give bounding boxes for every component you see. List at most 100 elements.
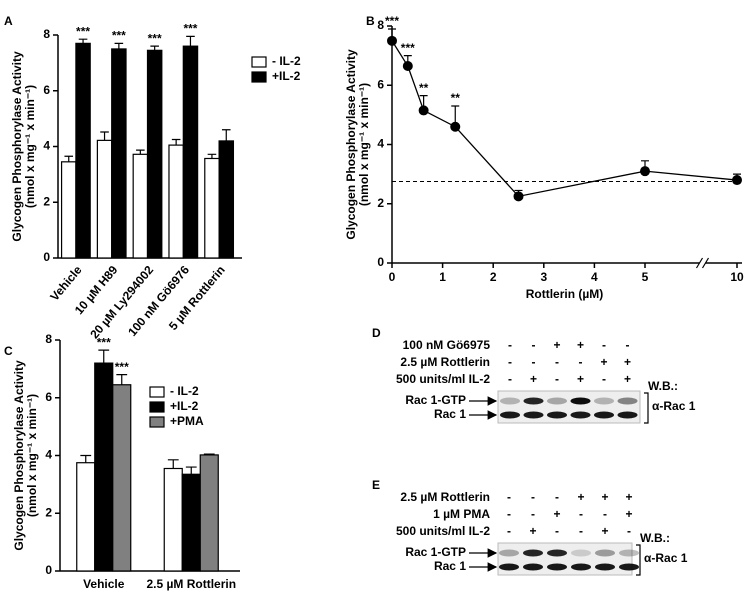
x-tick-label: 2: [490, 270, 497, 284]
antibody-label: α-Rac 1: [652, 399, 696, 413]
x-tick-label: 20 µM Ly294002: [87, 263, 156, 342]
legend-label: +PMA: [170, 414, 204, 428]
y-axis-label: Glycogen Phosphorylase Activity: [344, 49, 358, 240]
error-bar: [221, 129, 231, 141]
blot-band: [619, 549, 639, 557]
significance-label: ***: [401, 41, 415, 55]
condition-sign: +: [577, 372, 584, 386]
panel-letter: B: [366, 14, 375, 28]
blot-band: [547, 397, 567, 405]
data-point: [387, 35, 397, 46]
bar: [181, 473, 201, 572]
wb-label: W.B.:: [648, 379, 678, 393]
significance-label: ***: [385, 14, 399, 28]
condition-label: 500 units/ml IL-2: [396, 524, 490, 538]
axis-break: [695, 257, 704, 269]
panel-letter: E: [372, 478, 380, 492]
blot-band: [547, 411, 567, 419]
bar: [76, 462, 96, 572]
legend-swatch: [149, 416, 165, 428]
data-point: [450, 121, 461, 132]
blot-band: [617, 397, 638, 405]
x-tick-label: 1: [439, 270, 446, 284]
blot-band: [500, 397, 520, 405]
legend-label: +IL-2: [272, 69, 301, 83]
x-tick-label: Vehicle: [47, 263, 85, 304]
condition-label: 2.5 µM Rottlerin: [400, 490, 490, 504]
blot: [497, 390, 641, 424]
bar: [146, 49, 163, 259]
error-bar: [207, 153, 217, 159]
condition-sign: +: [624, 355, 631, 369]
condition-sign: +: [601, 524, 608, 538]
condition-sign: +: [577, 338, 584, 352]
blot-band: [617, 411, 638, 419]
bar: [75, 42, 91, 259]
significance-label: **: [419, 81, 429, 95]
data-point: [418, 105, 429, 116]
y-tick-label: 0: [43, 250, 50, 264]
y-tick-label: 4: [377, 137, 384, 151]
condition-label: 500 units/ml IL-2: [396, 372, 490, 386]
condition-sign: -: [507, 490, 511, 504]
condition-sign: -: [602, 338, 606, 352]
error-bar: [167, 459, 179, 469]
error-bar: [78, 38, 88, 44]
y-axis-label: (nmol x mg⁻¹ x min⁻¹): [357, 83, 371, 206]
condition-sign: -: [579, 524, 583, 538]
error-bar: [98, 349, 110, 364]
bracket: [636, 544, 641, 576]
error-bar: [64, 155, 74, 162]
blot-band: [595, 563, 615, 571]
y-axis-label: (nmol x mg⁻¹ x min⁻¹): [25, 394, 39, 517]
condition-sign: +: [625, 507, 632, 521]
error-bar: [116, 374, 128, 385]
condition-sign: -: [602, 372, 606, 386]
wb-label: W.B.:: [640, 531, 670, 545]
condition-sign: +: [625, 490, 632, 504]
bar: [60, 161, 77, 259]
y-tick-label: 2: [45, 505, 52, 519]
condition-sign: -: [531, 507, 535, 521]
y-axis-label: (nmol x mg⁻¹ x min⁻¹): [23, 85, 37, 208]
blot-band: [523, 411, 544, 419]
bar: [204, 157, 220, 259]
band-label: Rac 1: [434, 559, 466, 573]
significance-label: ***: [183, 22, 197, 36]
legend-swatch: [149, 386, 165, 398]
blot-band: [500, 411, 520, 419]
condition-sign: -: [555, 524, 559, 538]
panel-letter: C: [4, 344, 13, 358]
condition-sign: -: [626, 338, 630, 352]
band-label: Rac 1-GTP: [405, 545, 466, 559]
y-tick-label: 6: [43, 83, 50, 97]
panel-letter: A: [4, 14, 13, 28]
error-bar: [203, 453, 215, 455]
bar: [199, 454, 219, 572]
bar: [218, 140, 235, 259]
axis-break-gap: [699, 259, 706, 267]
significance-label: ***: [115, 360, 129, 374]
significance-label: ***: [76, 24, 90, 38]
data-point: [732, 175, 742, 186]
condition-sign: +: [624, 372, 631, 386]
error-bar: [171, 138, 181, 146]
bracket: [644, 392, 649, 424]
y-tick-label: 0: [45, 563, 52, 577]
condition-sign: +: [553, 507, 560, 521]
condition-sign: -: [555, 490, 559, 504]
blot-band: [499, 563, 519, 571]
condition-sign: -: [508, 372, 512, 386]
blot-band: [570, 411, 591, 419]
y-tick-label: 4: [43, 139, 50, 153]
condition-sign: -: [579, 355, 583, 369]
condition-label: 100 nM Gö6975: [403, 338, 491, 352]
blot-band: [594, 411, 614, 419]
error-bar: [150, 45, 159, 51]
condition-sign: -: [507, 507, 511, 521]
data-point: [513, 191, 524, 202]
axis-break: [701, 257, 710, 269]
y-axis-label: Glycogen Phosphorylase Activity: [10, 51, 24, 242]
band-label: Rac 1: [434, 407, 466, 421]
legend-label: +IL-2: [170, 399, 199, 413]
